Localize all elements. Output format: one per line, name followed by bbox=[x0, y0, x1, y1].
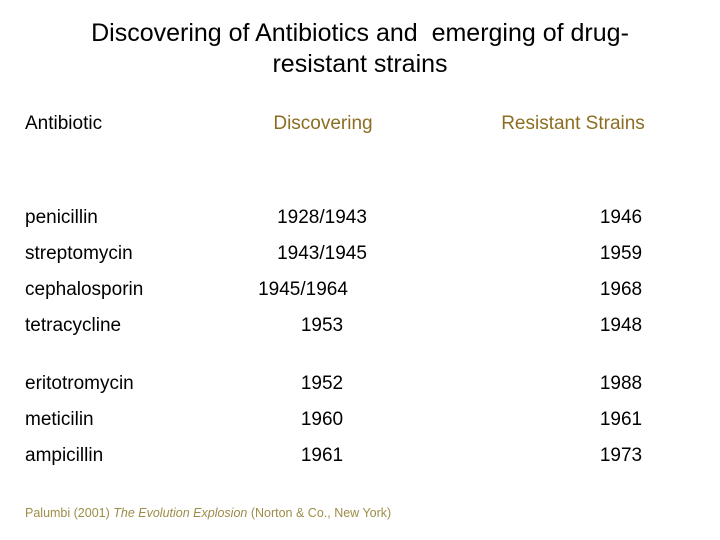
discovering-year: 1928/1943 bbox=[277, 207, 367, 228]
antibiotic-name: cephalosporin bbox=[25, 279, 144, 300]
antibiotic-name: streptomycin bbox=[25, 243, 133, 264]
table-row: eritotromycin 1952 1988 bbox=[0, 372, 720, 396]
antibiotic-name: meticilin bbox=[25, 409, 94, 430]
table-row: cephalosporin 1945/1964 1968 bbox=[0, 278, 720, 302]
slide-title-line2: resistant strains bbox=[272, 50, 448, 78]
table-row: ampicillin 1961 1973 bbox=[0, 444, 720, 468]
resistant-strain-year: 1959 bbox=[599, 243, 643, 264]
discovering-year: 1960 bbox=[300, 409, 344, 430]
discovering-year: 1953 bbox=[300, 315, 344, 336]
antibiotic-name: ampicillin bbox=[25, 445, 104, 466]
table-row: tetracycline 1953 1948 bbox=[0, 314, 720, 338]
table-row: penicillin 1928/1943 1946 bbox=[0, 206, 720, 230]
slide-title-line1: Discovering of Antibiotics and emerging … bbox=[91, 19, 629, 47]
table-header-row: Antibiotic Discovering Resistant Strains bbox=[0, 112, 720, 136]
antibiotic-name: eritotromycin bbox=[25, 373, 134, 394]
discovering-year: 1952 bbox=[300, 373, 344, 394]
antibiotic-name: penicillin bbox=[25, 207, 98, 228]
resistant-strain-year: 1973 bbox=[599, 445, 643, 466]
citation: Palumbi (2001) The Evolution Explosion (… bbox=[25, 505, 391, 521]
resistant-strain-year: 1948 bbox=[599, 315, 643, 336]
discovering-year: 1945/1964 bbox=[258, 279, 348, 300]
antibiotic-name: tetracycline bbox=[25, 315, 122, 336]
discovering-year: 1943/1945 bbox=[277, 243, 367, 264]
table-row: meticilin 1960 1961 bbox=[0, 408, 720, 432]
citation-book-title: The Evolution Explosion bbox=[113, 506, 248, 520]
slide-title: Discovering of Antibiotics and emerging … bbox=[0, 18, 720, 80]
resistant-strain-year: 1946 bbox=[599, 207, 643, 228]
column-header-antibiotic: Antibiotic bbox=[25, 113, 103, 134]
resistant-strain-year: 1988 bbox=[599, 373, 643, 394]
resistant-strain-year: 1961 bbox=[599, 409, 643, 430]
column-header-resistant-strains: Resistant Strains bbox=[501, 113, 645, 134]
citation-suffix: (Norton & Co., New York) bbox=[247, 506, 392, 520]
citation-prefix: Palumbi (2001) bbox=[25, 506, 114, 520]
column-header-discovering: Discovering bbox=[273, 113, 373, 134]
table-row: streptomycin 1943/1945 1959 bbox=[0, 242, 720, 266]
discovering-year: 1961 bbox=[300, 445, 344, 466]
resistant-strain-year: 1968 bbox=[599, 279, 643, 300]
